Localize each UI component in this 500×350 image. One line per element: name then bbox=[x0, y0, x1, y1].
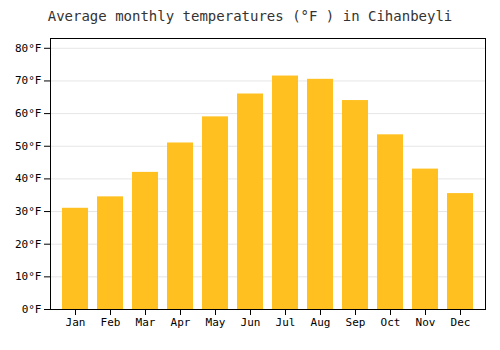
svg-text:Nov: Nov bbox=[416, 316, 436, 329]
svg-text:Jan: Jan bbox=[66, 316, 86, 329]
svg-text:Dec: Dec bbox=[451, 316, 471, 329]
svg-text:Apr: Apr bbox=[171, 316, 191, 329]
svg-text:Feb: Feb bbox=[101, 316, 121, 329]
svg-text:Aug: Aug bbox=[311, 316, 331, 329]
svg-text:70°F: 70°F bbox=[15, 74, 42, 87]
svg-text:30°F: 30°F bbox=[15, 205, 42, 218]
svg-text:50°F: 50°F bbox=[15, 140, 42, 153]
svg-text:Jul: Jul bbox=[276, 316, 296, 329]
svg-text:0°F: 0°F bbox=[22, 303, 42, 316]
svg-text:80°F: 80°F bbox=[15, 42, 42, 55]
svg-text:40°F: 40°F bbox=[15, 172, 42, 185]
svg-text:Sep: Sep bbox=[346, 316, 366, 329]
html-text:Average monthly temperatures (: Average monthly temperatures (°F ) in Ci… bbox=[47, 8, 453, 24]
svg-text:10°F: 10°F bbox=[15, 270, 42, 283]
svg-text:Oct: Oct bbox=[381, 316, 401, 329]
svg-text:May: May bbox=[206, 316, 226, 329]
svg-text:Jun: Jun bbox=[241, 316, 261, 329]
svg-text:60°F: 60°F bbox=[15, 107, 42, 120]
svg-text:20°F: 20°F bbox=[15, 238, 42, 251]
svg-text:Mar: Mar bbox=[136, 316, 156, 329]
